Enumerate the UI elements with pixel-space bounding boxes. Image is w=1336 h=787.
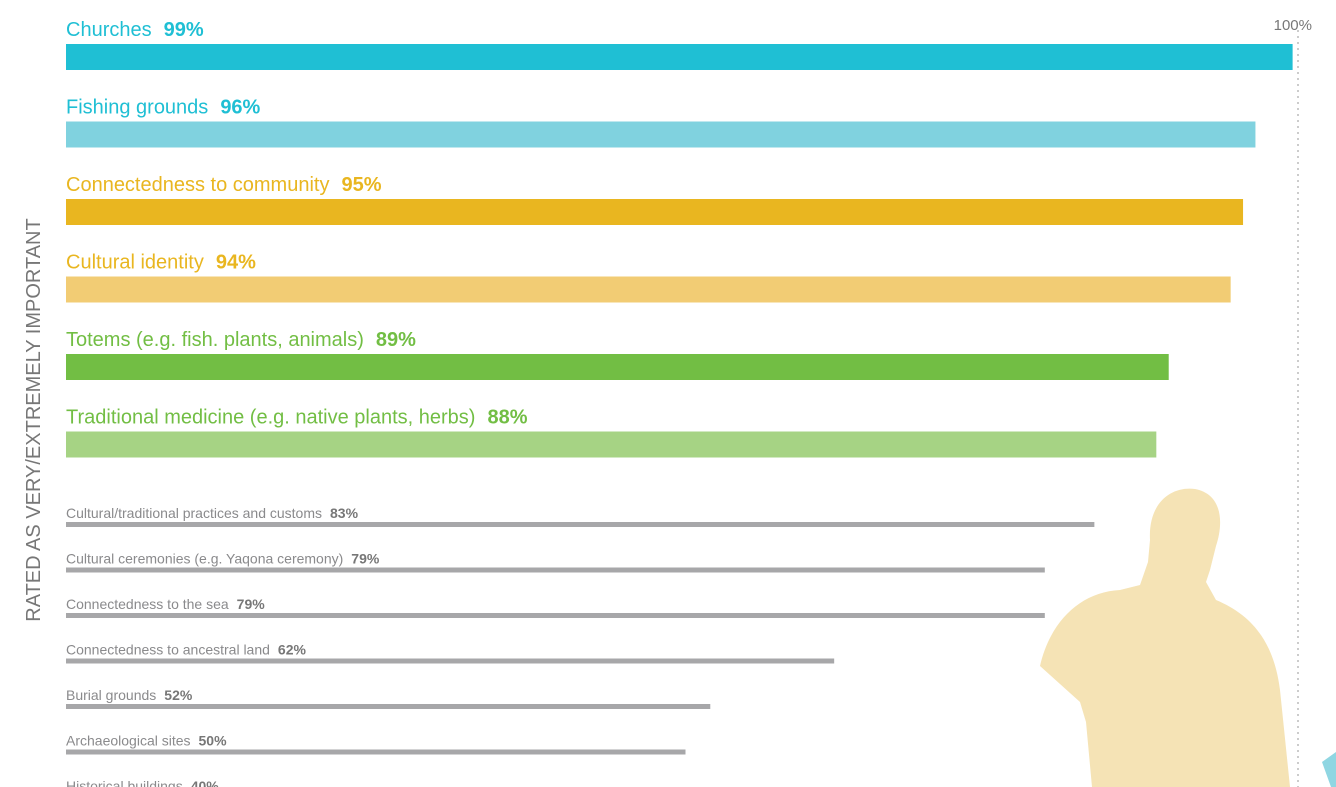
value-label: 40% — [191, 778, 220, 787]
category-label: Traditional medicine (e.g. native plants… — [66, 407, 475, 429]
bar — [66, 44, 1293, 70]
category-label: Connectedness to community — [66, 174, 329, 196]
bar — [66, 431, 1157, 458]
bar — [66, 522, 1095, 527]
value-label: 96% — [220, 97, 260, 119]
category-label: Totems (e.g. fish. plants, animals) — [66, 329, 364, 351]
value-label: 89% — [376, 329, 416, 351]
category-label: Historical buildings — [66, 778, 183, 787]
value-label: 88% — [487, 407, 527, 429]
x-tick-label: 100% — [1274, 17, 1312, 34]
y-axis-label: RATED AS VERY/EXTREMELY IMPORTANT — [23, 218, 45, 621]
category-label: Fishing grounds — [66, 97, 208, 119]
value-label: 79% — [237, 596, 266, 612]
category-label: Connectedness to ancestral land — [66, 642, 270, 658]
bar — [66, 567, 1045, 573]
bar — [66, 613, 1045, 618]
bar — [66, 749, 686, 755]
value-label: 52% — [164, 687, 193, 703]
category-label: Burial grounds — [66, 687, 156, 703]
category-label: Churches — [66, 19, 152, 41]
bar — [66, 276, 1231, 303]
value-label: 83% — [330, 505, 359, 521]
category-label: Cultural ceremonies (e.g. Yaqona ceremon… — [66, 551, 343, 567]
value-label: 50% — [199, 733, 228, 749]
value-label: 95% — [341, 174, 381, 196]
category-label: Cultural identity — [66, 252, 204, 274]
bar — [66, 121, 1256, 148]
category-label: Connectedness to the sea — [66, 596, 229, 612]
bar — [66, 199, 1244, 225]
value-label: 79% — [351, 551, 380, 567]
value-label: 62% — [278, 642, 307, 658]
bar — [66, 704, 711, 709]
bar — [66, 354, 1169, 380]
category-label: Cultural/traditional practices and custo… — [66, 505, 322, 521]
category-label: Archaeological sites — [66, 733, 191, 749]
bar — [66, 658, 835, 664]
corner-shape — [1322, 752, 1336, 787]
person-silhouette — [1040, 488, 1290, 787]
value-label: 94% — [216, 252, 256, 274]
value-label: 99% — [164, 19, 204, 41]
